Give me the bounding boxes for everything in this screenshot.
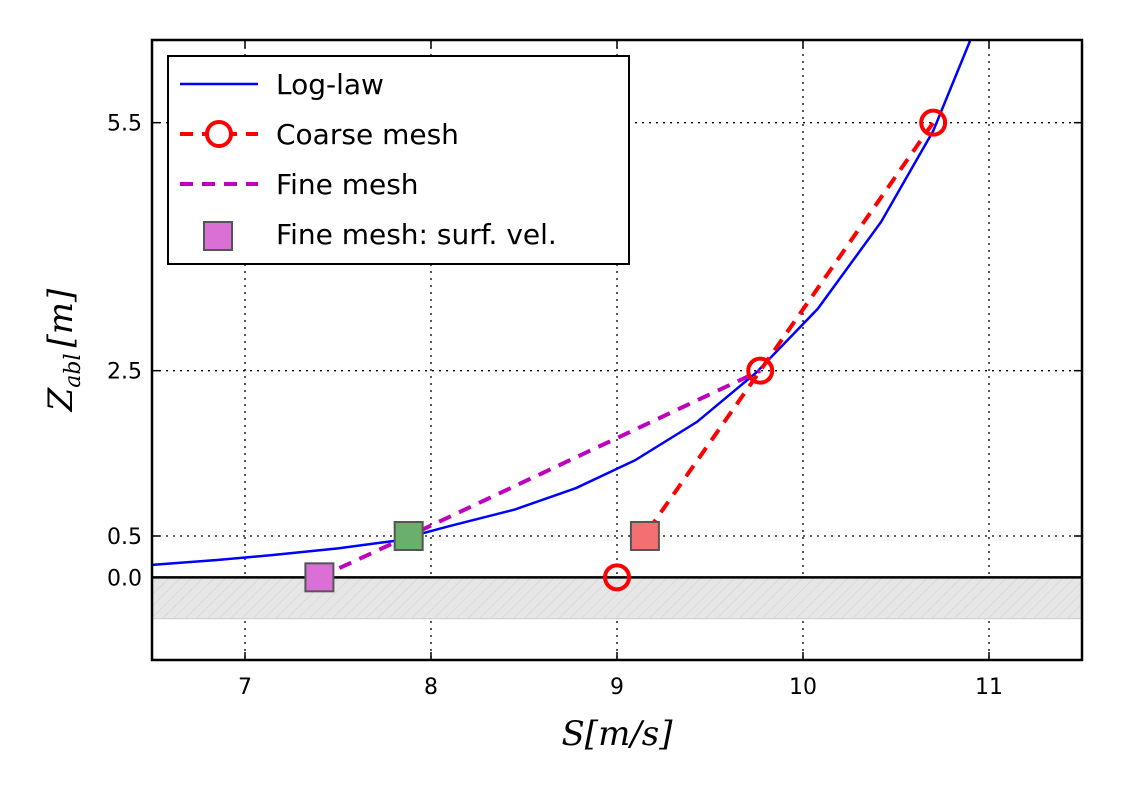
legend-swatch-coarse-circle xyxy=(205,120,233,148)
y-axis-title: Zabl [m] xyxy=(41,288,86,412)
y-tick-label-1: 0.5 xyxy=(107,525,142,550)
series-fine-mesh-line xyxy=(318,368,762,580)
legend-box xyxy=(167,55,630,265)
legend-label-surfvel: Fine mesh: surf. vel. xyxy=(276,218,557,251)
legend-swatch-surfvel xyxy=(203,221,233,251)
legend-label-loglaw: Log-law xyxy=(276,68,384,101)
x-tick-label-1: 8 xyxy=(424,675,438,700)
legend: Log-law Coarse mesh Fine mesh Fine mesh:… xyxy=(167,55,630,265)
coarse-mesh-point-1 xyxy=(746,356,775,385)
y-tick-label-0: 0.0 xyxy=(107,566,142,591)
x-tick-label-4: 11 xyxy=(975,675,1003,700)
surf-vel-marker-1 xyxy=(393,521,424,551)
svg-text:Zabl[m]: Zabl [m] xyxy=(41,288,86,412)
surf-vel-marker-0 xyxy=(304,562,335,593)
x-tick-label-2: 9 xyxy=(610,675,624,700)
ground-band xyxy=(151,576,1083,620)
x-tick-label-0: 7 xyxy=(238,675,252,700)
surf-vel-marker-2 xyxy=(629,521,660,551)
x-tick-label-3: 10 xyxy=(789,675,817,700)
series-coarse-mesh-line xyxy=(633,121,935,550)
y-axis-title-sub: abl xyxy=(61,353,86,387)
y-axis-title-unit: [m] xyxy=(41,288,81,348)
y-axis-title-main: Z xyxy=(41,386,81,412)
coarse-mesh-point-2 xyxy=(919,108,948,137)
ticks: 7 8 9 10 11 0.0 0.5 2.5 5.5 xyxy=(107,40,1082,700)
legend-label-fine: Fine mesh xyxy=(276,168,419,201)
y-tick-label-3: 5.5 xyxy=(107,112,142,137)
x-axis-title: S[m/s] xyxy=(562,714,674,754)
y-tick-label-2: 2.5 xyxy=(107,360,142,385)
legend-label-coarse: Coarse mesh xyxy=(276,118,459,151)
coarse-mesh-point-0 xyxy=(603,563,631,592)
series-log-law-line xyxy=(152,40,972,567)
ground-band-fill xyxy=(151,576,1083,620)
series-layer xyxy=(152,40,972,593)
